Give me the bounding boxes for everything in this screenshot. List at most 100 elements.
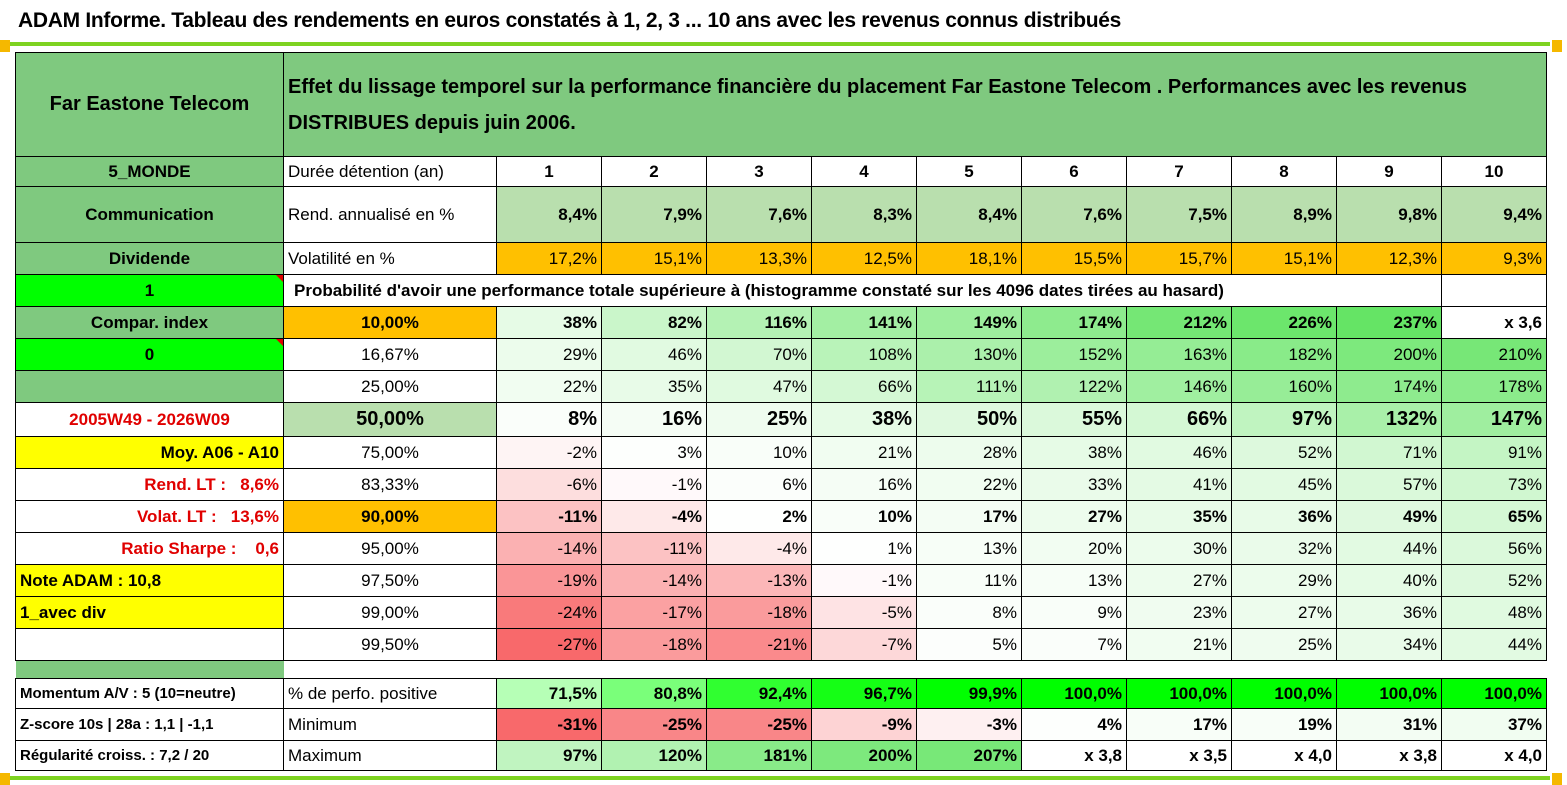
probability-value: 73% xyxy=(1441,468,1547,501)
probability-value: 38% xyxy=(811,402,917,437)
probability-value: 66% xyxy=(811,370,917,403)
probability-value: 22% xyxy=(496,370,602,403)
probability-value: 149% xyxy=(916,306,1022,339)
probability-value: 11% xyxy=(916,564,1022,597)
probability-value: 22% xyxy=(916,468,1022,501)
probability-value: 38% xyxy=(1021,436,1127,469)
year-header: 8 xyxy=(1231,156,1337,187)
adam-score: Note ADAM : 10,8 xyxy=(15,564,284,597)
probability-value: 35% xyxy=(1126,500,1232,533)
positive-perf-value: 100,0% xyxy=(1441,678,1547,709)
probability-value: 41% xyxy=(1126,468,1232,501)
flag-zero: 0 xyxy=(15,338,284,371)
with-dividend-label: 1_avec div xyxy=(15,596,284,629)
type-label: Dividende xyxy=(15,242,284,275)
year-header: 2 xyxy=(601,156,707,187)
probability-value: -14% xyxy=(601,564,707,597)
minimum-value: 19% xyxy=(1231,708,1337,741)
probability-value: 174% xyxy=(1021,306,1127,339)
year-header: 10 xyxy=(1441,156,1547,187)
probability-value: 97% xyxy=(1231,402,1337,437)
minimum-value: -9% xyxy=(811,708,917,741)
probability-value: 47% xyxy=(706,370,812,403)
annualized-return-value: 9,8% xyxy=(1336,186,1442,243)
annualized-return-value: 7,5% xyxy=(1126,186,1232,243)
probability-value: 66% xyxy=(1126,402,1232,437)
volatility-value: 18,1% xyxy=(916,242,1022,275)
flag-one: 1 xyxy=(15,274,284,307)
probability-value: -21% xyxy=(706,628,812,661)
probability-value: 40% xyxy=(1336,564,1442,597)
probability-value: 27% xyxy=(1021,500,1127,533)
prob-pct: 95,00% xyxy=(283,532,497,565)
probability-value: 29% xyxy=(1231,564,1337,597)
probability-value: 48% xyxy=(1441,596,1547,629)
probability-value: 20% xyxy=(1021,532,1127,565)
maximum-value: x 4,0 xyxy=(1231,740,1337,771)
long-term-return-label: Rend. LT : xyxy=(144,474,227,494)
annualized-return-label: Rend. annualisé en % xyxy=(283,186,497,243)
long-term-return: Rend. LT : 8,6% xyxy=(15,468,284,501)
probability-value: -14% xyxy=(496,532,602,565)
probability-value: -4% xyxy=(706,532,812,565)
probability-value: 108% xyxy=(811,338,917,371)
prob-pct: 16,67% xyxy=(283,338,497,371)
probability-value: x 3,6 xyxy=(1441,306,1547,339)
prob-pct: 99,00% xyxy=(283,596,497,629)
probability-value: 36% xyxy=(1231,500,1337,533)
probability-value: -1% xyxy=(811,564,917,597)
period-label: 2005W49 - 2026W09 xyxy=(15,402,284,437)
probability-value: 55% xyxy=(1021,402,1127,437)
probability-value: -1% xyxy=(601,468,707,501)
probability-value: 29% xyxy=(496,338,602,371)
positive-perf-value: 71,5% xyxy=(496,678,602,709)
year-header: 3 xyxy=(706,156,812,187)
minimum-value: 31% xyxy=(1336,708,1442,741)
probability-value: 7% xyxy=(1021,628,1127,661)
volatility-value: 15,5% xyxy=(1021,242,1127,275)
description-line-1: Effet du lissage temporel sur la perform… xyxy=(288,75,1467,98)
prob-pct: 50,00% xyxy=(283,402,497,437)
duration-label: Durée détention (an) xyxy=(283,156,497,187)
description-line-2: DISTRIBUES depuis juin 2006. xyxy=(288,111,576,134)
minimum-label: Minimum xyxy=(283,708,497,741)
volatility-label: Volatilité en % xyxy=(283,242,497,275)
probability-value: 33% xyxy=(1021,468,1127,501)
probability-value: -19% xyxy=(496,564,602,597)
probability-value: -13% xyxy=(706,564,812,597)
prob-pct: 75,00% xyxy=(283,436,497,469)
sharpe-ratio: Ratio Sharpe : 0,6 xyxy=(15,532,284,565)
year-header: 7 xyxy=(1126,156,1232,187)
annualized-return-value: 7,6% xyxy=(1021,186,1127,243)
positive-perf-label: % de perfo. positive xyxy=(283,678,497,709)
spacer-green xyxy=(15,660,284,679)
minimum-value: -25% xyxy=(601,708,707,741)
prob-pct: 83,33% xyxy=(283,468,497,501)
region-label: 5_MONDE xyxy=(15,156,284,187)
probability-value: 13% xyxy=(916,532,1022,565)
prob-pct: 25,00% xyxy=(283,370,497,403)
probability-value: 38% xyxy=(496,306,602,339)
minimum-value: 37% xyxy=(1441,708,1547,741)
annualized-return-value: 8,9% xyxy=(1231,186,1337,243)
probability-value: 182% xyxy=(1231,338,1337,371)
maximum-value: 181% xyxy=(706,740,812,771)
probability-value: 52% xyxy=(1441,564,1547,597)
probability-value: -7% xyxy=(811,628,917,661)
minimum-value: -3% xyxy=(916,708,1022,741)
corner-marker xyxy=(1552,40,1562,52)
positive-perf-value: 92,4% xyxy=(706,678,812,709)
probability-value: -18% xyxy=(601,628,707,661)
probability-value: 34% xyxy=(1336,628,1442,661)
probability-value: 21% xyxy=(811,436,917,469)
minimum-value: 17% xyxy=(1126,708,1232,741)
maximum-value: 97% xyxy=(496,740,602,771)
probability-value: 21% xyxy=(1126,628,1232,661)
spacer xyxy=(284,661,1547,679)
annualized-return-value: 8,3% xyxy=(811,186,917,243)
probability-value: 3% xyxy=(601,436,707,469)
bottom-divider xyxy=(10,776,1550,780)
probability-value: 9% xyxy=(1021,596,1127,629)
probability-value: 163% xyxy=(1126,338,1232,371)
probability-value: 46% xyxy=(601,338,707,371)
